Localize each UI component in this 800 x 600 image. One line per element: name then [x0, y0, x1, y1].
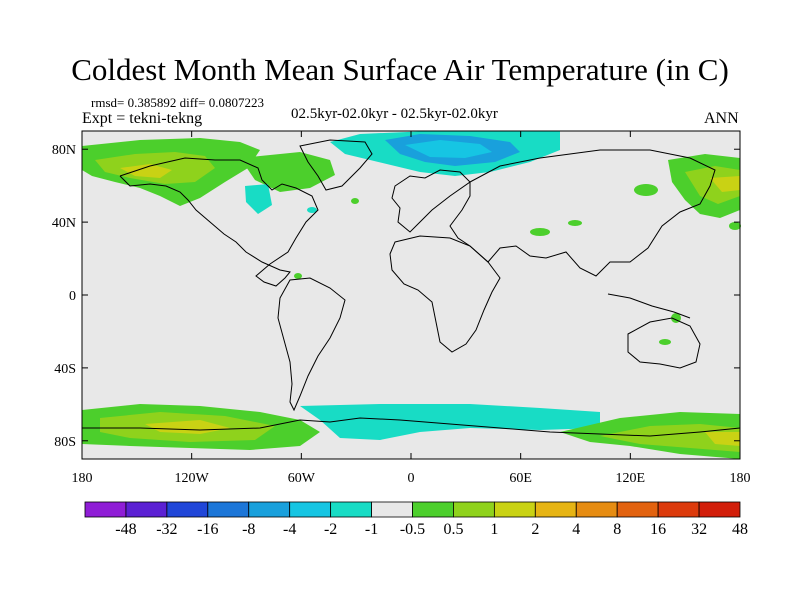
lon-tick-label: 120W [175, 471, 210, 486]
colorbar-swatch [657, 501, 700, 518]
anomaly-north-america-yellow [120, 164, 172, 178]
coastlines [82, 139, 741, 437]
colorbar-label: -32 [156, 521, 177, 538]
colorbar-swatch [289, 501, 332, 518]
plot-subtitle: 02.5kyr-02.0kyr - 02.5kyr-02.0kyr [291, 106, 498, 122]
colorbar-label: 2 [531, 521, 539, 538]
colorbar-label: -16 [197, 521, 218, 538]
coast-antarctica [82, 417, 741, 437]
colorbar-swatch [125, 501, 168, 518]
coast-asia [449, 149, 716, 277]
colorbar-label: -8 [242, 521, 255, 538]
longitude-ticks: 180 120W 60W 0 60E 120E 180 [72, 131, 751, 486]
coast-north-america [119, 157, 319, 287]
lon-tick-label: 60W [288, 471, 316, 486]
anomaly-southern-yellow [145, 420, 230, 434]
colorbar-label: 48 [732, 521, 748, 538]
lon-tick-label: 180 [72, 471, 93, 486]
anomaly-siberia-yellowgreen [685, 166, 740, 204]
colorbar-swatch [207, 501, 250, 518]
anomaly-spot-4 [729, 222, 741, 230]
colorbar-swatch [371, 501, 413, 518]
anomaly-spot-8 [294, 273, 302, 279]
latitude-ticks: 80N 40N 0 40S 80S [52, 143, 740, 450]
coast-south-america [277, 277, 346, 412]
coast-indonesia [607, 293, 691, 319]
lon-tick-label: 180 [730, 471, 751, 486]
stats-line: rmsd= 0.385892 diff= 0.0807223 [91, 95, 264, 110]
colorbar-swatch [166, 501, 209, 518]
colorbar-label: -2 [324, 521, 337, 538]
colorbar-label: -1 [365, 521, 378, 538]
lat-tick-label: 40S [54, 362, 76, 377]
experiment-label: Expt = tekni-tekng [82, 110, 203, 127]
colorbar-label: 16 [650, 521, 666, 538]
anomaly-spot-2 [530, 228, 550, 236]
colorbar-label: -48 [115, 521, 136, 538]
coast-europe [391, 169, 471, 233]
lat-tick-label: 40N [52, 216, 76, 231]
lon-tick-label: 60E [509, 471, 532, 486]
plot-title: Coldest Month Mean Surface Air Temperatu… [71, 52, 729, 87]
lat-tick-label: 0 [69, 289, 76, 304]
anomaly-spot-7 [351, 198, 359, 204]
colorbar-swatch [534, 501, 577, 518]
anomaly-arctic-lightblue [405, 140, 492, 158]
colorbar-label: 1 [490, 521, 498, 538]
anomaly-spot-1 [634, 184, 658, 196]
anomaly-canada-cyan [245, 184, 272, 214]
coast-australia [627, 317, 701, 369]
colorbar-swatch [412, 501, 454, 518]
anomaly-spot-9 [307, 207, 317, 213]
colorbar-swatch [616, 501, 659, 518]
lon-tick-label: 0 [408, 471, 415, 486]
colorbar-swatch [493, 501, 536, 518]
colorbar-swatch [698, 501, 741, 518]
colorbar: -48 -32 -16 -8 -4 -2 -1 -0.5 0.5 1 2 4 8 16 32 48 [84, 501, 748, 538]
coast-greenland [299, 139, 373, 191]
lat-tick-label: 80N [52, 143, 76, 158]
colorbar-label: 32 [691, 521, 707, 538]
colorbar-label: 4 [572, 521, 580, 538]
lat-tick-label: 80S [54, 435, 76, 450]
colorbar-swatch [453, 501, 495, 518]
colorbar-label: -4 [283, 521, 296, 538]
anomaly-spot-3 [568, 220, 582, 226]
season-label: ANN [704, 110, 739, 127]
colorbar-swatch [84, 501, 127, 518]
lon-tick-label: 120E [616, 471, 646, 486]
colorbar-label: -0.5 [400, 521, 425, 538]
colorbar-swatch [575, 501, 618, 518]
colorbar-swatch [330, 501, 372, 518]
anomaly-southern-yellow-east [705, 432, 740, 446]
anomaly-siberia-yellow [710, 176, 740, 192]
anomaly-spot-5 [659, 339, 671, 345]
colorbar-label: 8 [613, 521, 621, 538]
anomaly-southern-cyan [300, 404, 600, 440]
colorbar-label: 0.5 [443, 521, 463, 538]
colorbar-swatch [248, 501, 291, 518]
